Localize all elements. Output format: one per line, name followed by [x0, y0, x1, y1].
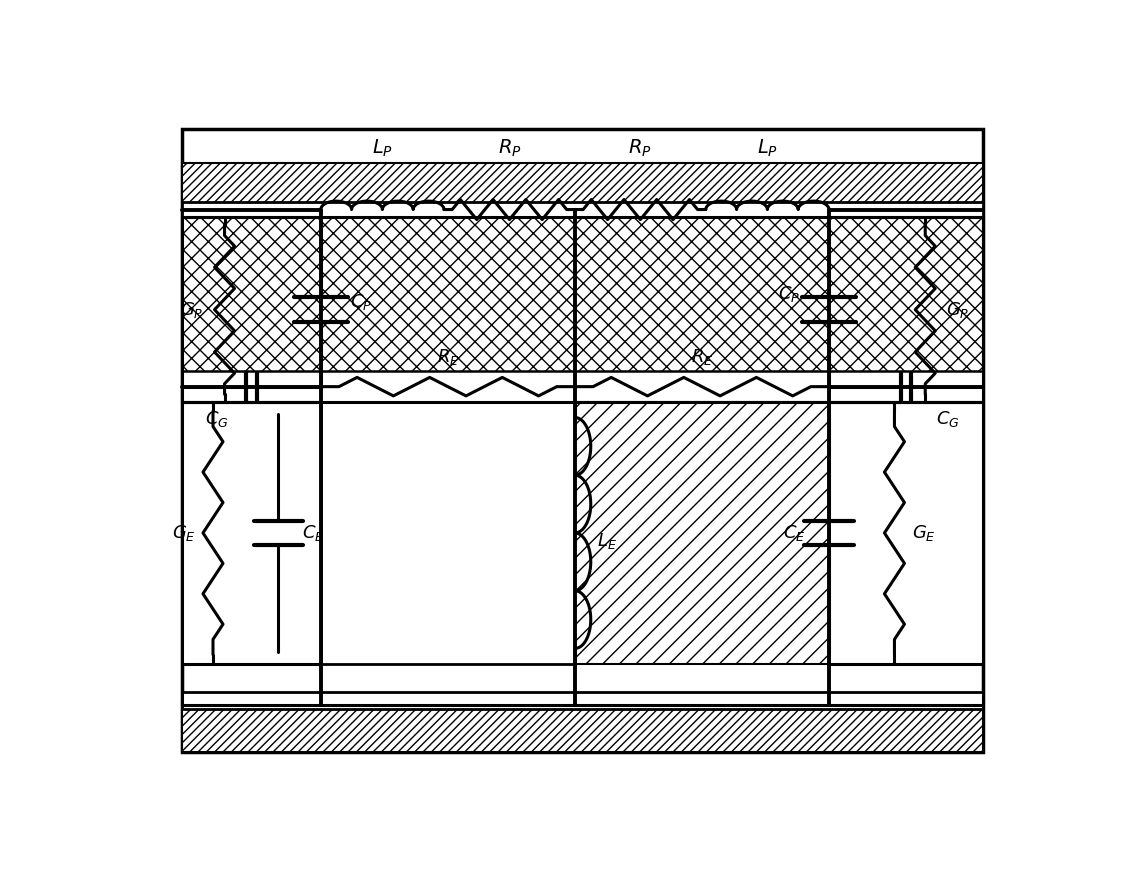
Text: $L_E$: $L_E$ [597, 531, 618, 551]
Text: $R_P$: $R_P$ [629, 137, 653, 158]
Text: $C_P$: $C_P$ [778, 284, 800, 304]
Text: $L_P$: $L_P$ [757, 137, 778, 158]
Text: $C_P$: $C_P$ [349, 292, 372, 312]
Bar [575, 402, 829, 664]
Bar [829, 402, 983, 664]
Text: $C_E$: $C_E$ [783, 523, 806, 543]
Text: $L_P$: $L_P$ [372, 137, 393, 158]
Bar [183, 371, 983, 402]
Text: $G_E$: $G_E$ [912, 523, 935, 543]
Text: $G_E$: $G_E$ [171, 523, 196, 543]
Text: $R_E$: $R_E$ [436, 348, 459, 367]
Bar [183, 402, 321, 664]
Text: $G_P$: $G_P$ [180, 300, 204, 319]
Text: $C_E$: $C_E$ [302, 523, 325, 543]
Text: $R_E$: $R_E$ [691, 348, 713, 367]
Text: $C_G$: $C_G$ [937, 409, 960, 429]
Bar [183, 164, 983, 217]
Text: $C_G$: $C_G$ [205, 409, 229, 429]
Text: $R_P$: $R_P$ [498, 137, 522, 158]
Bar [183, 202, 983, 217]
Text: $G_P$: $G_P$ [946, 300, 969, 319]
Bar [183, 217, 983, 402]
Bar [183, 692, 983, 708]
Bar [183, 702, 983, 752]
Bar [321, 402, 575, 664]
